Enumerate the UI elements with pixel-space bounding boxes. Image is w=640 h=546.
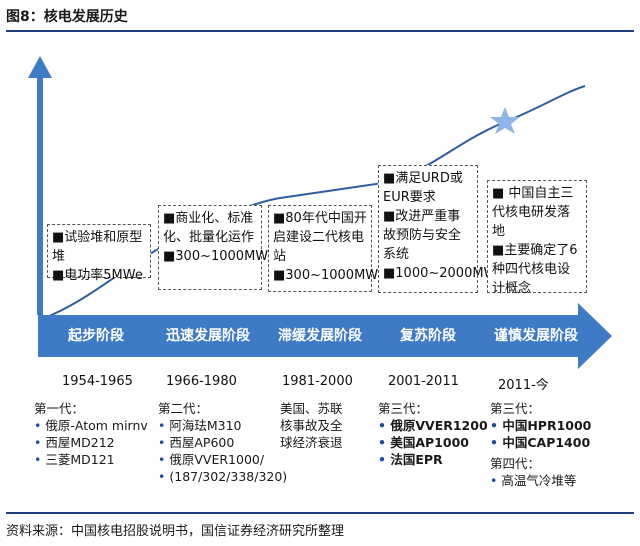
bullet-icon: • [158,452,170,467]
bullet-icon: • [490,473,502,488]
reactor-item: • 高温气冷堆等 [490,472,610,489]
bullet-icon: • [378,435,391,450]
reactor-name: 俄原VVER1000/ [169,452,265,467]
period-2: 1966-1980 [166,374,237,389]
reactor-item: • 美国AP1000 [378,434,490,451]
period-1: 1954-1965 [62,374,133,389]
stage-box-line: ■电功率5MWe [52,268,143,283]
bullet-icon: • [378,452,391,467]
bullet-icon: • [34,418,46,433]
reactor-name: (187/302/338/320) [169,469,288,484]
reactor-item: • 中国CAP1400 [490,434,610,451]
reactor-item: • 阿海珐M310 [158,417,278,434]
reactor-item: 第二代： [158,401,209,416]
reactor-name: 中国HPR1000 [502,418,592,433]
stage-box-line: ■满足URD或EUR要求 [383,171,463,205]
stage-box-3: ■80年代中国开启建设二代核电站 ■300~1000MWe [268,205,386,292]
stage-label-3: 滞缓发展阶段 [278,328,362,344]
reactor-item: • 俄原VVER1000/ [158,451,278,468]
reactor-name: 法国EPR [390,452,443,467]
reactor-name: 高温气冷堆等 [501,473,577,488]
bullet-icon: • [158,469,170,484]
stage-box-5: ■ 中国自主三代核电研发落地 ■主要确定了6种四代核电设计概念 [487,180,587,296]
reactor-item: • 西屋MD212 [34,434,154,451]
reactor-name: 中国CAP1400 [502,435,591,450]
bullet-icon: • [490,418,503,433]
source-note: 资料来源：中国核电招股说明书，国信证券经济研究所整理 [6,524,345,539]
reactor-item: 球经济衰退 [280,435,343,450]
figure-title: 图8：核电发展历史 [6,9,128,25]
reactor-item: • 中国HPR1000 [490,417,610,434]
bullet-icon: • [378,418,391,433]
reactor-item: • 西屋AP600 [158,434,278,451]
reactor-item: 核事故及全 [280,418,343,433]
stage-label-4: 复苏阶段 [400,328,456,344]
bullet-icon: • [158,435,170,450]
reactor-item: 美国、苏联 [280,401,343,416]
reactor-item: • 法国EPR [378,451,490,468]
reactor-list-1: 第一代： • 俄原-Atom mirnv • 西屋MD212 • 三菱MD121 [34,400,154,468]
bullet-icon: • [34,435,46,450]
reactor-name: 阿海珐M310 [169,418,242,433]
reactor-list-4: 第三代： • 俄原VVER1200 • 美国AP1000 • 法国EPR [378,400,490,468]
reactor-item: • 俄原-Atom mirnv [34,417,154,434]
reactor-item: • 三菱MD121 [34,451,154,468]
reactor-list-2: 第二代： • 阿海珐M310 • 西屋AP600 • 俄原VVER1000/ •… [158,400,287,485]
reactor-name: 美国AP1000 [390,435,469,450]
reactor-item: • (187/302/338/320) [158,468,287,485]
period-4: 2001-2011 [388,374,459,389]
reactor-list-5: 第三代： • 中国HPR1000 • 中国CAP1400 第四代： • 高温气冷… [490,400,610,489]
period-3: 1981-2000 [282,374,353,389]
reactor-item: 第三代： [378,401,429,416]
vertical-axis-arrowhead [28,56,52,78]
reactor-name: 三菱MD121 [45,452,115,467]
stage-box-4: ■满足URD或EUR要求 ■改进严重事故预防与安全系统 ■1000~2000MW… [378,165,504,293]
bottom-rule [6,512,634,514]
stage-label-5: 谨慎发展阶段 [494,328,578,344]
stage-box-line: ■商业化、标准化、批量化运作 [163,211,255,245]
reactor-name: 俄原-Atom mirnv [45,418,148,433]
stage-box-line: ■试验堆和原型堆 [52,230,143,264]
stage-box-line: ■300~1000MWe [273,268,386,283]
stage-box-2: ■商业化、标准化、批量化运作 ■300~1000MWe [158,205,276,290]
timeline-arrow [38,303,612,369]
stage-box-line: ■80年代中国开启建设二代核电站 [273,211,367,264]
reactor-list-3: 美国、苏联 核事故及全 球经济衰退 [280,400,380,451]
bullet-icon: • [158,418,170,433]
stage-box-line: ■主要确定了6种四代核电设计概念 [492,243,578,296]
bullet-icon: • [34,452,46,467]
stage-box-line: ■改进严重事故预防与安全系统 [383,209,462,262]
star-icon [490,107,520,134]
stage-label-1: 起步阶段 [68,328,124,344]
stage-box-line: ■1000~2000MWe [383,266,504,281]
stage-label-2: 迅速发展阶段 [166,328,250,344]
stage-box-line: ■ 中国自主三代核电研发落地 [492,186,574,239]
bullet-icon: • [490,435,503,450]
reactor-item: 第四代： [490,456,541,471]
reactor-name: 西屋AP600 [169,435,235,450]
reactor-item: • 俄原VVER1200 [378,417,490,434]
period-5: 2011-今 [498,378,549,393]
reactor-name: 西屋MD212 [45,435,115,450]
reactor-item: 第三代： [490,401,541,416]
top-rule [6,30,634,32]
stage-box-1: ■试验堆和原型堆 ■电功率5MWe [47,224,151,283]
stage-box-line: ■300~1000MWe [163,249,276,264]
reactor-item: 第一代： [34,401,85,416]
reactor-name: 俄原VVER1200 [390,418,488,433]
